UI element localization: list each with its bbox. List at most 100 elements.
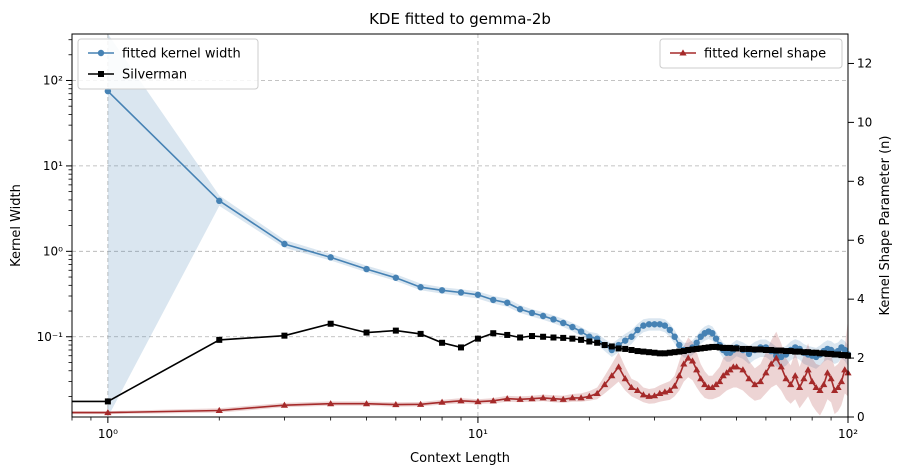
silverman-point	[622, 345, 629, 352]
y-right-tick-label: 2	[857, 351, 865, 365]
legend-label: fitted kernel shape	[704, 47, 826, 62]
fitted-kernel-shape-point	[577, 394, 585, 401]
fitted-kernel-width-point	[327, 254, 334, 261]
silverman-point	[727, 344, 734, 351]
fitted-kernel-shape-point	[516, 395, 524, 402]
fitted-kernel-shape-point	[608, 372, 616, 379]
fitted-kernel-shape-point	[684, 354, 692, 361]
fitted-kernel-shape-point	[820, 380, 828, 388]
silverman-point	[504, 331, 511, 338]
fitted-kernel-shape-point	[666, 386, 674, 394]
fitted-kernel-shape-point	[489, 397, 497, 404]
silverman-point	[517, 334, 524, 341]
fitted-kernel-shape-point	[693, 366, 701, 373]
silverman-point	[651, 349, 658, 356]
silverman-point	[792, 348, 799, 355]
fitted-kernel-shape-point	[701, 380, 709, 388]
fitted-kernel-shape-point	[568, 394, 576, 401]
fitted-kernel-shape-point	[601, 380, 609, 388]
fitted-kernel-shape-point	[777, 363, 785, 370]
y-axis-label-right: Kernel Shape Parameter (n)	[878, 136, 893, 316]
silverman-point	[730, 345, 737, 352]
y-axis-label-left: Kernel Width	[9, 184, 24, 267]
legend-label: fitted kernel width	[122, 47, 241, 62]
silverman-point	[838, 352, 845, 359]
fitted-kernel-width-point	[645, 321, 653, 328]
fitted-kernel-width-point	[550, 316, 557, 323]
silverman-point	[634, 348, 641, 355]
y-left-tick-label: 10⁻¹	[37, 330, 64, 344]
fitted-kernel-shape-point	[823, 369, 832, 376]
legend-fitted-kernel-width-marker	[97, 49, 105, 57]
fitted-kernel-width-point	[709, 330, 716, 337]
fitted-kernel-shape-point	[767, 360, 775, 367]
fitted-kernel-width-point	[577, 328, 585, 335]
fitted-kernel-width-point	[661, 322, 669, 329]
y-right-tick-label: 10	[857, 115, 872, 129]
silverman-point	[697, 345, 704, 352]
x-tick-label: 10²	[838, 427, 858, 441]
silverman-point	[363, 329, 370, 336]
x-tick-label: 10⁰	[98, 427, 118, 441]
fitted-kernel-shape-point	[808, 378, 816, 385]
fitted-kernel-width-point	[569, 323, 576, 331]
silverman-point	[615, 345, 622, 352]
fitted-kernel-shape-point	[438, 398, 446, 405]
fitted-kernel-shape-point	[800, 375, 808, 382]
silverman-point	[216, 336, 223, 343]
silverman-point	[787, 348, 794, 355]
fitted-kernel-width-point	[640, 322, 647, 329]
legend-box	[659, 38, 843, 69]
silverman-point	[550, 334, 557, 341]
fitted-kernel-shape-point	[834, 383, 842, 391]
fitted-kernel-shape-point	[816, 386, 824, 394]
fitted-kernel-shape-point	[841, 366, 849, 373]
y-right-tick-label: 8	[857, 174, 865, 188]
y-right-tick-label: 12	[857, 56, 872, 70]
silverman-point	[540, 333, 547, 340]
fitted-kernel-width-point	[216, 197, 223, 205]
fitted-kernel-shape-point	[585, 392, 593, 399]
silverman-point	[417, 330, 424, 337]
silverman-point	[640, 348, 647, 355]
fitted-kernel-shape-point	[762, 369, 770, 376]
fitted-kernel-shape-point	[745, 375, 753, 382]
fitted-kernel-shape-point	[716, 378, 724, 385]
fitted-kernel-width-band	[107, 34, 848, 417]
silverman-point	[751, 346, 758, 353]
silverman-point	[392, 327, 399, 334]
silverman-point	[594, 339, 601, 346]
fitted-kernel-width-point	[712, 335, 720, 342]
fitted-kernel-shape-point	[417, 400, 425, 407]
fitted-kernel-width-point	[104, 87, 112, 95]
silverman-point	[831, 351, 838, 358]
fitted-kernel-shape-point	[680, 360, 688, 367]
fitted-kernel-shape-point	[812, 383, 820, 391]
silverman-point	[800, 349, 807, 356]
fitted-kernel-shape-point	[739, 366, 747, 373]
fitted-kernel-width-point	[676, 341, 683, 349]
silverman-point	[656, 350, 663, 357]
silverman-point	[701, 344, 708, 351]
fitted-kernel-shape-point	[280, 401, 289, 408]
silverman-point	[671, 349, 678, 356]
fitted-kernel-shape-point	[633, 386, 642, 394]
legend-box	[77, 38, 259, 90]
fitted-kernel-shape-point	[327, 400, 335, 407]
fitted-kernel-shape-point	[787, 380, 795, 388]
fitted-kernel-shape-point	[593, 389, 601, 396]
silverman-point	[676, 348, 683, 355]
silverman-point	[327, 320, 334, 327]
silverman-point	[816, 350, 823, 357]
silverman-point	[745, 345, 752, 352]
silverman-point	[586, 338, 593, 345]
legend-silverman-marker	[98, 71, 104, 77]
silverman-point	[490, 330, 497, 337]
fitted-kernel-shape-point	[627, 383, 636, 391]
silverman-point	[705, 344, 712, 351]
silverman-point	[646, 349, 653, 356]
fitted-kernel-shape-point	[104, 408, 112, 416]
silverman-point	[689, 346, 696, 353]
fitted-kernel-width-point	[778, 353, 785, 361]
